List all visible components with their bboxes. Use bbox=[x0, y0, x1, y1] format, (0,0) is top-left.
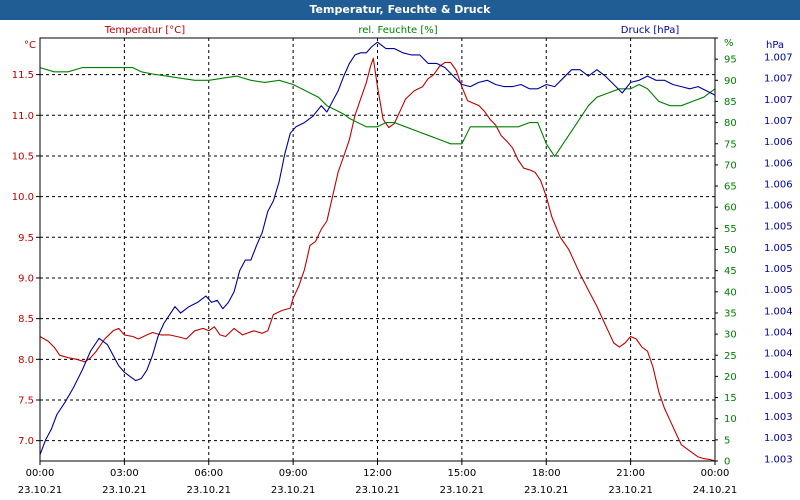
x-tick-time-label: 18:00 bbox=[532, 468, 561, 479]
x-tick-date-label: 23.10.21 bbox=[440, 485, 485, 496]
pressure-tick-label: 1.004 bbox=[764, 349, 793, 360]
pressure-tick-label: 1.003 bbox=[764, 391, 793, 402]
pressure-tick-label: 1.007 bbox=[764, 74, 793, 85]
humidity-tick-label: 90 bbox=[724, 76, 737, 87]
humidity-tick-label: 80 bbox=[724, 118, 737, 129]
x-tick-time-label: 12:00 bbox=[363, 468, 392, 479]
temp-tick-label: 10.5 bbox=[12, 151, 34, 162]
humidity-tick-label: 35 bbox=[724, 308, 737, 319]
pressure-tick-label: 1.004 bbox=[764, 370, 793, 381]
temp-tick-label: 8.0 bbox=[18, 355, 34, 366]
axis-labels: Temperatur [°C] rel. Feuchte [%] Druck [… bbox=[24, 25, 784, 51]
humidity-tick-label: 60 bbox=[724, 203, 737, 214]
x-tick-date-label: 23.10.21 bbox=[102, 485, 147, 496]
temp-tick-label: 8.5 bbox=[18, 314, 34, 325]
x-tick-date-label: 24.10.21 bbox=[693, 485, 738, 496]
pressure-tick-label: 1.006 bbox=[764, 201, 793, 212]
pressure-tick-label: 1.005 bbox=[764, 243, 793, 254]
pressure-tick-label: 1.006 bbox=[764, 179, 793, 190]
humidity-tick-label: % bbox=[724, 38, 734, 49]
humidity-axis-label: rel. Feuchte [%] bbox=[358, 25, 437, 36]
x-tick-time-label: 06:00 bbox=[194, 468, 223, 479]
grid-lines bbox=[40, 38, 715, 461]
temp-tick-label: 7.5 bbox=[18, 395, 34, 406]
humidity-tick-label: 75 bbox=[724, 139, 737, 150]
x-tick-time-label: 21:00 bbox=[616, 468, 645, 479]
temp-unit-label: °C bbox=[24, 40, 36, 51]
humidity-tick-label: 15 bbox=[724, 393, 737, 404]
humidity-tick-label: 70 bbox=[724, 160, 737, 171]
humidity-tick-label: 40 bbox=[724, 287, 737, 298]
x-tick-time-label: 00:00 bbox=[701, 468, 730, 479]
temperature-series-line bbox=[39, 57, 716, 462]
temp-tick-label: 11.0 bbox=[12, 111, 34, 122]
pressure-tick-label: 1.007 bbox=[764, 53, 793, 64]
pressure-tick-label: 1.003 bbox=[764, 433, 793, 444]
axes-layer: 7.0 7.5 8.0 8.5 9.0 9.5 10.0 10.5 11.0 11.5 0 5 10 15… bbox=[12, 37, 793, 496]
chart-title: Temperatur, Feuchte & Druck bbox=[0, 0, 800, 20]
x-tick-time-label: 03:00 bbox=[110, 468, 139, 479]
pressure-tick-label: 1.005 bbox=[764, 222, 793, 233]
pressure-tick-label: 1.004 bbox=[764, 327, 793, 338]
x-tick-date-label: 23.10.21 bbox=[18, 485, 63, 496]
temp-tick-label: 9.5 bbox=[18, 233, 34, 244]
humidity-tick-label: 95 bbox=[724, 55, 737, 66]
humidity-tick-label: 0 bbox=[724, 457, 730, 468]
humidity-tick-label: 55 bbox=[724, 224, 737, 235]
humidity-tick-label: 50 bbox=[724, 245, 737, 256]
x-tick-date-label: 23.10.21 bbox=[608, 485, 653, 496]
pressure-tick-label: 1.006 bbox=[764, 158, 793, 169]
x-tick-time-label: 00:00 bbox=[26, 468, 55, 479]
pressure-tick-label: 1.004 bbox=[764, 306, 793, 317]
humidity-tick-label: 20 bbox=[724, 372, 737, 383]
x-tick-date-label: 23.10.21 bbox=[186, 485, 231, 496]
humidity-series-line bbox=[39, 67, 716, 157]
temp-axis-label: Temperatur [°C] bbox=[104, 25, 185, 36]
pressure-unit-label: hPa bbox=[766, 40, 784, 51]
pressure-tick-label: 1.003 bbox=[764, 412, 793, 423]
humidity-tick-label: 85 bbox=[724, 97, 737, 108]
humidity-tick-label: 10 bbox=[724, 414, 737, 425]
humidity-tick-label: 25 bbox=[724, 351, 737, 362]
x-tick-date-label: 23.10.21 bbox=[524, 485, 569, 496]
humidity-tick-label: 5 bbox=[724, 435, 730, 446]
humidity-tick-label: 45 bbox=[724, 266, 737, 277]
temp-tick-label: 9.0 bbox=[18, 273, 34, 284]
series-layer bbox=[39, 41, 716, 462]
humidity-tick-label: 30 bbox=[724, 330, 737, 341]
x-tick-date-label: 23.10.21 bbox=[355, 485, 400, 496]
x-tick-time-label: 15:00 bbox=[447, 468, 476, 479]
pressure-tick-label: 1.007 bbox=[764, 116, 793, 127]
pressure-axis-label: Druck [hPa] bbox=[621, 25, 680, 36]
x-tick-time-label: 09:00 bbox=[279, 468, 308, 479]
pressure-tick-label: 1.003 bbox=[764, 454, 793, 465]
temp-tick-label: 11.5 bbox=[12, 70, 34, 81]
pressure-tick-label: 1.007 bbox=[764, 95, 793, 106]
x-tick-date-label: 23.10.21 bbox=[271, 485, 316, 496]
pressure-tick-label: 1.005 bbox=[764, 285, 793, 296]
temp-tick-label: 10.0 bbox=[12, 192, 34, 203]
pressure-series-line bbox=[39, 41, 716, 455]
humidity-tick-label: 65 bbox=[724, 182, 737, 193]
temp-tick-label: 7.0 bbox=[18, 436, 34, 447]
pressure-tick-label: 1.006 bbox=[764, 137, 793, 148]
pressure-tick-label: 1.005 bbox=[764, 264, 793, 275]
